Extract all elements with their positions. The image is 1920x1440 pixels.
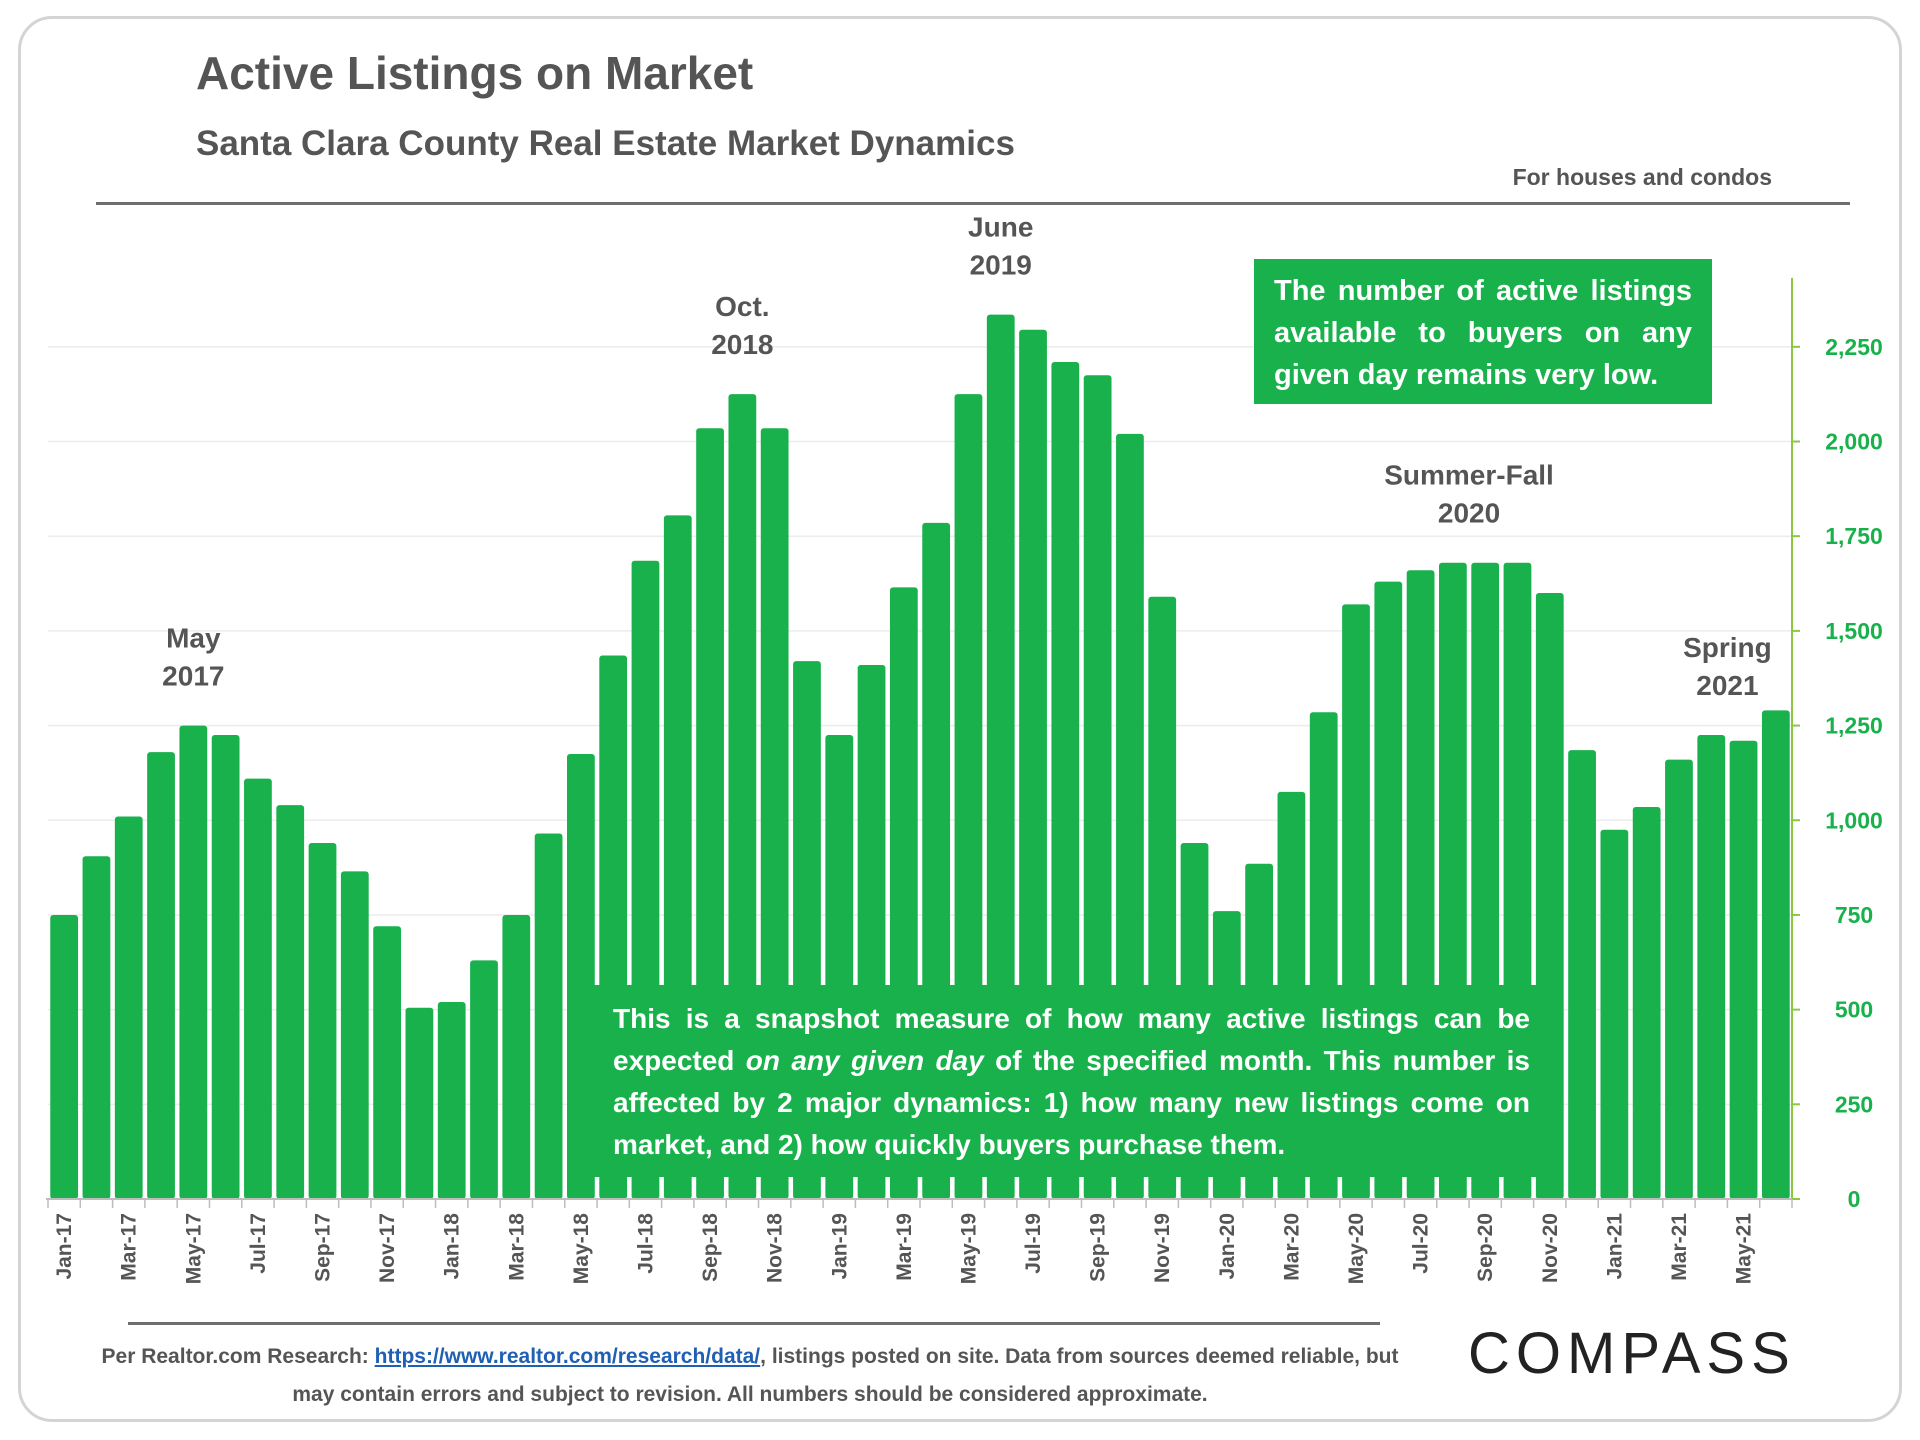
compass-logo: COMPASS: [1468, 1321, 1796, 1386]
footer-prefix: Per Realtor.com Research:: [101, 1345, 375, 1368]
bar-Nov-17: [373, 926, 401, 1199]
y-tick-label: 1,500: [1825, 618, 1883, 644]
footer-divider: [128, 1322, 1380, 1325]
x-tick-label: Jan-17: [53, 1213, 76, 1280]
x-tick-label: May-17: [182, 1213, 205, 1284]
source-link[interactable]: https://www.realtor.com/research/data/: [374, 1345, 761, 1368]
bar-Jun-17: [211, 735, 240, 1199]
y-tick-label: 0: [1848, 1186, 1861, 1212]
bar-Feb-21: [1632, 806, 1661, 1199]
bar-Mar-18: [502, 914, 531, 1199]
callout-bottom-emphasis: on any given day: [745, 1045, 984, 1076]
x-tick-label: Mar-21: [1668, 1213, 1691, 1281]
bar-Dec-20: [1568, 750, 1596, 1199]
bar-Sep-17: [308, 842, 337, 1199]
x-tick-label: Nov-19: [1151, 1213, 1174, 1283]
annotation-label: 2021: [1696, 670, 1758, 701]
bar-May-18: [567, 753, 595, 1199]
x-tick-label: Sep-17: [312, 1213, 335, 1282]
bar-Feb-18: [470, 960, 498, 1199]
x-tick-label: Mar-18: [505, 1213, 528, 1281]
x-tick-label: Mar-20: [1280, 1213, 1303, 1281]
chart-subtitle: Santa Clara County Real Estate Market Dy…: [196, 124, 1015, 163]
annotation-label: 2018: [711, 329, 773, 360]
bar-Mar-21: [1665, 759, 1693, 1199]
x-tick-label: Sep-19: [1087, 1213, 1110, 1282]
y-tick-label: 750: [1835, 902, 1873, 928]
annotation-label: 2020: [1438, 498, 1500, 529]
x-tick-label: Jan-18: [441, 1213, 464, 1280]
chart-title: Active Listings on Market: [196, 47, 754, 99]
chart-frame: [18, 16, 1902, 1422]
x-tick-label: Sep-20: [1474, 1213, 1497, 1282]
y-tick-label: 2,000: [1825, 429, 1883, 455]
x-tick-label: Jan-20: [1216, 1213, 1239, 1280]
annotation-label: Oct.: [715, 291, 769, 322]
bar-May-17: [179, 725, 208, 1199]
y-tick-label: 250: [1835, 1091, 1873, 1117]
x-tick-label: Mar-19: [893, 1213, 916, 1281]
annotation-label: 2017: [162, 661, 224, 692]
bar-Mar-17: [114, 816, 143, 1199]
annotation-label: Spring: [1683, 632, 1772, 663]
annotations: May 2017 Oct. 2018 June 2019 Summer-Fall 2020 Sp…: [162, 212, 1772, 701]
callout-snapshot-explainer: This is a snapshot measure of how many a…: [593, 985, 1553, 1177]
callout-bottom-text-1: This is a snapshot measure of how many a…: [613, 1003, 1530, 1076]
x-tick-label: Mar-17: [118, 1213, 141, 1281]
source-footer: Per Realtor.com Research: https://www.re…: [100, 1338, 1400, 1414]
y-tick-label: 1,000: [1825, 807, 1883, 833]
annotation-label: 2019: [970, 250, 1032, 281]
x-tick-label: May-21: [1733, 1213, 1756, 1285]
x-tick-label: Jan-19: [828, 1213, 851, 1280]
x-tick-label: Jul-17: [247, 1213, 270, 1274]
y-tick-label: 2,250: [1825, 334, 1883, 360]
x-tick-label: May-19: [957, 1213, 980, 1284]
callout-top-text: The number of active listings available …: [1274, 275, 1692, 391]
bar-Feb-17: [82, 856, 111, 1199]
bar-Jun-19: [986, 314, 1015, 1199]
x-tick-label: Jul-18: [634, 1213, 657, 1274]
footer-suffix: , listings posted on site. Data from sou…: [292, 1345, 1399, 1406]
header-divider: [96, 202, 1850, 205]
x-tick-label: Nov-20: [1539, 1213, 1562, 1283]
bar-Jan-17: [50, 914, 79, 1199]
bar-Aug-17: [276, 805, 305, 1199]
x-tick-label: May-20: [1345, 1213, 1368, 1284]
bar-Apr-21: [1697, 735, 1726, 1199]
bar-Jul-17: [244, 778, 272, 1199]
annotation-label: May: [166, 623, 221, 654]
x-tick-label: Jul-20: [1410, 1213, 1433, 1274]
bar-Jul-19: [1019, 329, 1047, 1199]
x-tick-label: Jul-19: [1022, 1213, 1045, 1274]
x-tick-label: Jan-21: [1603, 1213, 1626, 1280]
bar-Oct-17: [340, 871, 369, 1199]
scope-note: For houses and condos: [1512, 164, 1772, 190]
callout-bottom-text-2: of the specified month. This number is a…: [613, 1045, 1531, 1160]
bar-May-21: [1729, 740, 1758, 1199]
bar-Jan-18: [437, 1002, 466, 1199]
y-tick-label: 500: [1835, 997, 1873, 1023]
x-tick-label: Nov-18: [764, 1213, 787, 1283]
y-tick-label: 1,250: [1825, 713, 1883, 739]
x-tick-label: May-18: [570, 1213, 593, 1285]
bar-Dec-17: [405, 1007, 434, 1199]
callout-low-listings: The number of active listings available …: [1254, 259, 1712, 404]
y-tick-label: 1,750: [1825, 523, 1883, 549]
x-tick-label: Sep-18: [699, 1213, 722, 1282]
bar-Jan-21: [1600, 829, 1629, 1199]
annotation-label: June: [968, 212, 1033, 243]
x-axis: Jan-17 Mar-17 May-17 Jul-17 Sep-17 Nov-17 Jan-…: [46, 1198, 1793, 1285]
bar-Apr-17: [147, 752, 175, 1199]
annotation-label: Summer-Fall: [1384, 460, 1554, 491]
bar-Apr-18: [534, 833, 563, 1199]
y-axis: 0 250 500 750 1,000 1,250 1,500 1,750 2,000 2,250: [1791, 278, 1883, 1212]
x-tick-label: Nov-17: [376, 1213, 399, 1283]
bar-Jun-21: [1761, 710, 1790, 1199]
